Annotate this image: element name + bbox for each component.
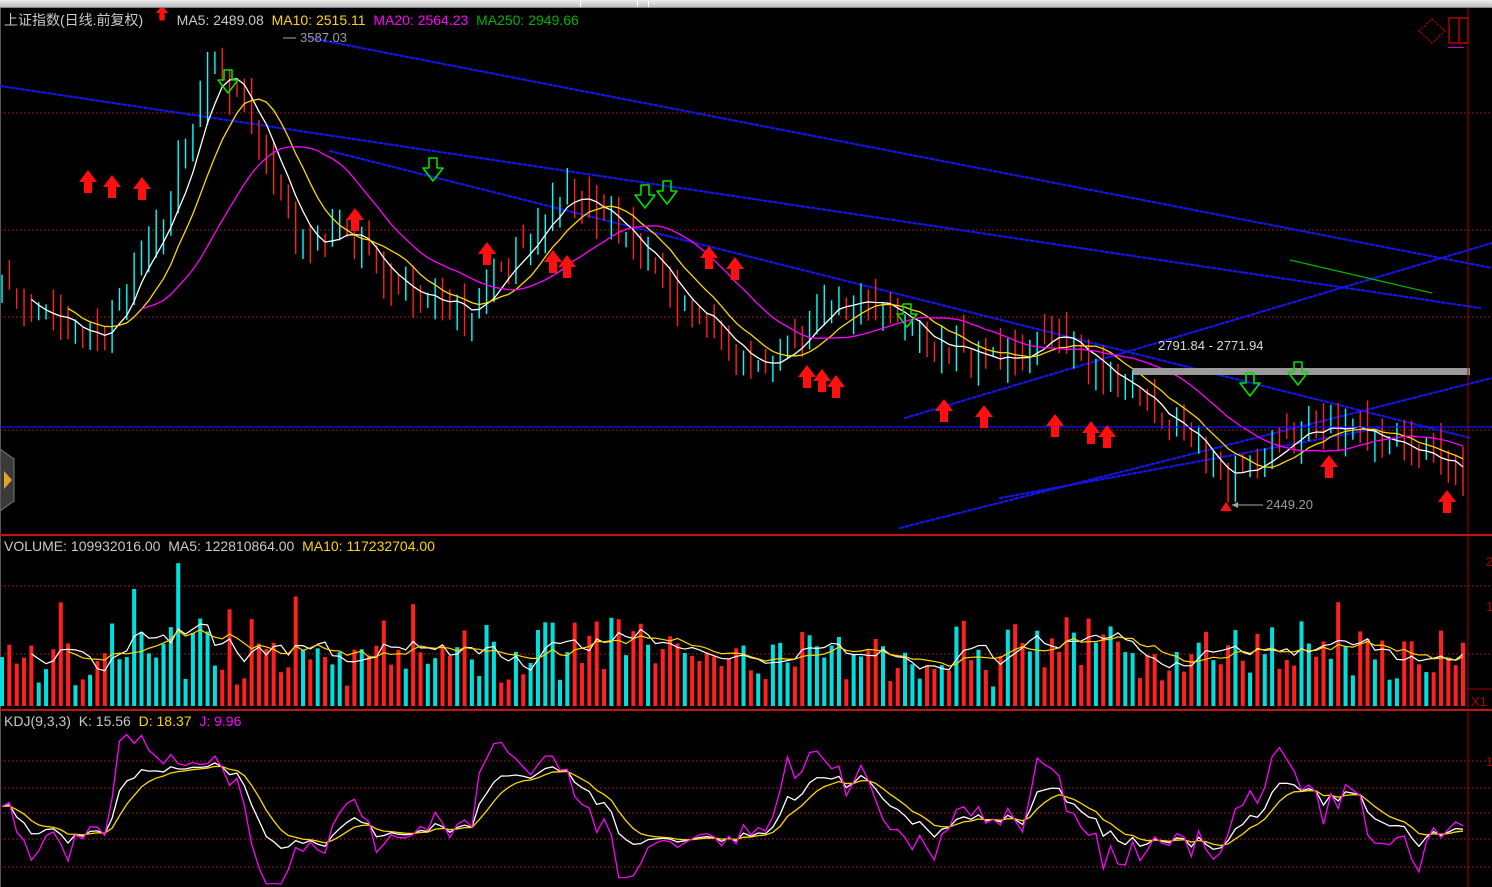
svg-text:X1: X1	[1471, 694, 1487, 709]
svg-text:2: 2	[1486, 554, 1492, 569]
svg-text:1: 1	[1486, 754, 1492, 769]
svg-text:1: 1	[1486, 599, 1492, 614]
